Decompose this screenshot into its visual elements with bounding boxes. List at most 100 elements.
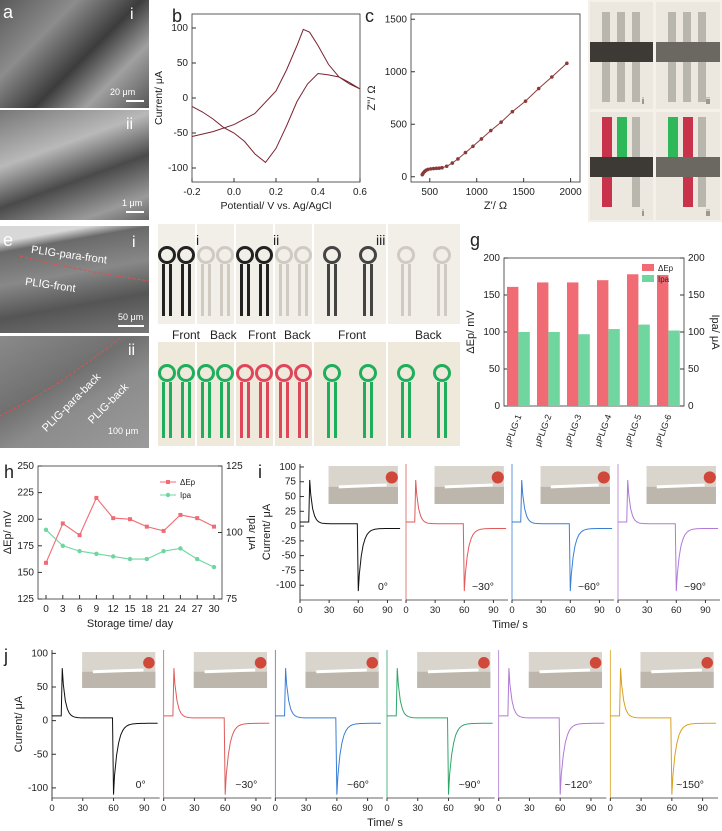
point-dEp [144,524,149,529]
x-tick-label: 30 [536,605,547,616]
x-tick-label: 60 [220,803,231,814]
x-tick-label: 90 [586,803,597,814]
x-tick-label: 0.6 [353,187,367,198]
y-tick-label: 100 [483,327,500,338]
electrode-photo [314,224,386,324]
bending-photo-shade [646,486,716,504]
legend-marker [165,492,171,498]
series-line [45,529,215,568]
bar-dEp [567,282,579,406]
y-tick-label: 250 [17,461,34,472]
x-tick-label: 27 [192,604,204,615]
bending-photo-shade [328,486,398,504]
y-tick-label: 0 [290,521,296,532]
y-tick-label: -100 [28,783,48,794]
eis-point [550,75,554,79]
panel-b: b -0.2 0.0 0.2 0.4 0.6 -100 -50 0 50 100 Potential… [150,0,368,222]
sub-label: i [130,6,134,23]
bar-dEp [657,275,669,406]
x-tick-label: 0 [273,803,278,814]
bending-photo-shade [640,671,714,688]
bar-dEp [537,282,549,406]
y-tick-label: 150 [483,290,500,301]
eis-point [431,166,436,171]
eis-point [463,150,468,155]
electrode-photo [197,342,234,446]
x-axis-label: Potential/ V vs. Ag/AgCl [221,200,332,212]
y-tick-label: 0 [494,401,500,412]
y-tick-label: -75 [282,565,297,576]
panel-f: f i ii iii Front Back Front Back Front B… [158,224,463,448]
panel-c: c 500 1000 1500 2000 0 500 1000 1500 Z'/ Ω Z''/ Ω [365,0,585,222]
scale-bar [126,100,144,102]
clip-photo [385,471,398,484]
panel-letter-h: h [4,462,15,482]
point-ipa [111,554,116,559]
angle-label: ~90° [459,779,481,791]
electrode-photo: ii [656,2,720,109]
point-dEp [128,517,132,522]
bending-photo-shade [540,486,610,504]
y-tick-label: 0 [42,716,48,727]
clip-photo [254,657,267,669]
panel-letter-a: a [3,2,14,22]
electrode-photo: i [590,112,653,220]
point-dEp [111,516,116,521]
x-tick-label: 30 [324,605,335,616]
electrode-strip-photo [92,668,144,674]
electrode-photo: i [590,2,653,109]
angle-label: ~90° [684,581,706,593]
y-tick-label: -50 [34,749,49,760]
electrode-strip-photo [338,483,387,489]
current-trace [512,479,613,592]
angle-label: ~60° [578,581,600,593]
electrode-photo: ii [656,112,720,220]
category-label: μPLIG-2 [533,413,554,448]
y-tick-label: 175 [17,541,34,552]
current-trace [275,668,381,795]
eis-point [426,167,430,172]
x-tick-label: 6 [77,604,83,615]
scale-bar-label: 20 μm [110,87,136,97]
x-tick-label: 90 [474,803,485,814]
y-tick-label: 50 [285,492,297,503]
x-tick-label: 24 [175,604,187,615]
x-axis-label: Storage time/ day [87,618,174,630]
panel-letter-j: j [4,646,8,666]
point-ipa [144,556,149,562]
scale-bar [126,211,144,213]
y-tick-label: 100 [279,462,296,473]
y-tick-label: 1000 [385,67,408,78]
plot-frame [410,13,581,183]
x-tick-label: 90 [697,803,708,814]
point-dEp [212,524,216,529]
x-tick-label: 60 [555,803,566,814]
y-tick-label: 225 [17,488,34,499]
sub-label: ii [128,342,136,359]
y2-tick-label: 0 [688,401,694,412]
clip-photo [491,471,504,484]
current-trace [52,668,158,795]
point-ipa [43,527,49,533]
x-tick-label: 90 [251,803,262,814]
x-tick-label: 90 [139,803,150,814]
y-tick-label: 500 [390,119,407,130]
x-tick-label: 0.2 [269,187,283,198]
x-tick-label: 60 [459,605,470,616]
y-tick-label: 75 [285,477,297,488]
interface-lines [0,255,149,417]
category-label: μPLIG-5 [623,413,644,448]
electrode-photo [275,224,312,324]
y2-axis-label: Ipa/ μA [709,314,721,350]
current-trace [618,479,719,592]
y-tick-label: 200 [17,514,34,525]
side-label-back: Back [210,328,237,342]
bending-photo-shade [434,486,504,504]
eis-point [440,165,444,170]
x-tick-label: 3 [60,604,66,615]
bar-dEp [597,280,609,406]
eis-point [428,167,433,171]
scale-bar-label: 50 μm [118,312,144,322]
scale-bar-label: 100 μm [108,426,139,436]
angle-label: ~30° [472,581,494,593]
